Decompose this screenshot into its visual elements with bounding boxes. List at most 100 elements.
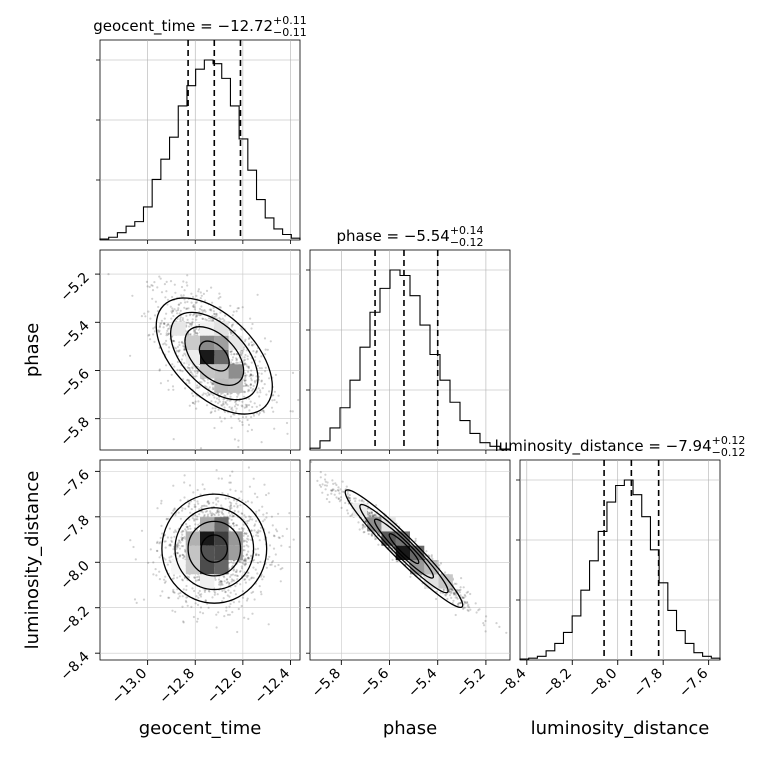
sample-point [248, 485, 251, 488]
sample-point [248, 515, 251, 518]
sample-point [367, 514, 370, 517]
sample-point [170, 536, 173, 539]
sample-point [223, 319, 226, 322]
sample-point [235, 357, 238, 360]
sample-point [221, 317, 224, 320]
sample-point [153, 330, 156, 333]
sample-point [255, 350, 258, 353]
sample-point [208, 393, 211, 397]
sample-point [264, 370, 267, 373]
sample-point [191, 320, 194, 324]
sample-point [340, 506, 343, 509]
sample-point [463, 606, 466, 609]
sample-point [173, 531, 176, 534]
sample-point [163, 322, 166, 325]
sample-point [307, 465, 309, 467]
sample-point [227, 497, 230, 500]
sample-point [176, 368, 179, 372]
sample-point [249, 400, 252, 403]
sample-point [250, 374, 253, 377]
sample-point [226, 493, 229, 496]
sample-point [214, 410, 217, 413]
sample-point [286, 432, 289, 435]
sample-point [193, 306, 196, 309]
sample-point [256, 496, 259, 499]
sample-point [172, 484, 175, 487]
sample-point [365, 521, 368, 524]
sample-point [207, 589, 210, 592]
sample-point [366, 507, 369, 510]
sample-point [183, 576, 186, 580]
sample-point [219, 582, 222, 585]
sample-point [183, 362, 186, 365]
sample-point [165, 280, 168, 283]
title-sup: +0.12 [712, 434, 746, 447]
sample-point [270, 515, 273, 518]
sample-point [236, 574, 239, 578]
sample-point [178, 575, 181, 578]
sample-point [377, 543, 380, 546]
sample-point [288, 511, 291, 515]
sample-point [212, 501, 215, 504]
sample-point [246, 553, 249, 556]
sample-point [194, 301, 197, 304]
sample-point [241, 590, 244, 593]
sample-point [183, 298, 186, 301]
sample-point [163, 317, 166, 320]
sample-point [289, 410, 292, 413]
sample-point [234, 574, 237, 577]
sample-point [168, 596, 171, 599]
sample-point [226, 594, 229, 597]
sample-point [195, 579, 198, 582]
sample-point [229, 503, 232, 506]
sample-point [344, 501, 347, 505]
sample-point [347, 496, 350, 499]
sample-point [215, 397, 219, 400]
sample-point [262, 575, 265, 578]
sample-point [444, 571, 447, 574]
sample-point [244, 382, 247, 385]
sample-point [245, 554, 248, 557]
sample-point [220, 582, 223, 585]
sample-point [247, 571, 250, 575]
sample-point [247, 466, 250, 469]
sample-point [188, 518, 191, 521]
density-cell [171, 321, 186, 336]
sample-point [212, 318, 215, 321]
sample-point [173, 365, 176, 368]
sample-point [505, 631, 508, 634]
sample-point [249, 384, 252, 387]
sample-point [232, 310, 235, 313]
sample-point [210, 514, 213, 517]
sample-point [171, 590, 175, 593]
sample-point [338, 492, 341, 495]
sample-point [248, 375, 251, 378]
sample-point [211, 314, 214, 318]
sample-point [260, 380, 263, 383]
sample-point [258, 585, 261, 588]
sample-point [466, 605, 469, 608]
sample-point [396, 559, 399, 563]
sample-point [242, 540, 245, 543]
sample-point [228, 582, 231, 586]
sample-point [192, 615, 195, 619]
sample-point [246, 418, 249, 422]
sample-point [255, 375, 258, 378]
sample-point [163, 283, 166, 286]
sample-point [170, 555, 173, 558]
sample-point [181, 318, 184, 322]
sample-point [223, 410, 227, 414]
sample-point [178, 555, 181, 558]
sample-point [181, 538, 184, 541]
sample-point [176, 544, 179, 547]
sample-point [229, 395, 232, 398]
x-tick-label: −7.8 [631, 666, 666, 701]
sample-point [462, 596, 466, 599]
sample-point [168, 346, 171, 349]
sample-point [228, 581, 231, 585]
sample-point [252, 350, 255, 353]
sample-point [153, 314, 157, 317]
sample-point [370, 534, 373, 537]
sample-point [160, 291, 164, 294]
sample-point [253, 524, 256, 527]
